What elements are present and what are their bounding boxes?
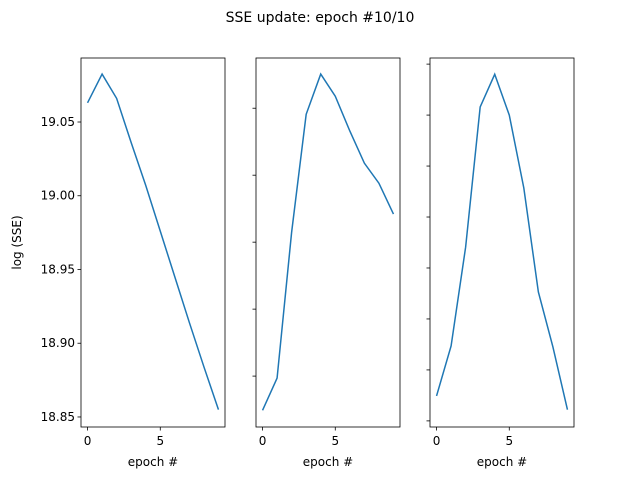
figure-title: SSE update: epoch #10/10 bbox=[226, 10, 415, 26]
line-series bbox=[261, 72, 395, 411]
x-tick-label: 0 bbox=[433, 434, 441, 448]
x-tick-label: 5 bbox=[331, 434, 339, 448]
y-tick-label: 19.05 bbox=[41, 115, 75, 129]
plot-frame bbox=[80, 57, 226, 428]
x-tick-label: 0 bbox=[259, 434, 267, 448]
y-tick-label: 18.85 bbox=[41, 410, 75, 424]
plot-frame bbox=[429, 57, 575, 428]
y-tick-label: 18.95 bbox=[41, 262, 75, 276]
x-axis-label: epoch # bbox=[477, 455, 527, 469]
x-axis-label: epoch # bbox=[303, 455, 353, 469]
y-axis-label: log (SSE) bbox=[10, 215, 24, 269]
y-tick-label: 19.00 bbox=[41, 189, 75, 203]
x-axis-label: epoch # bbox=[128, 455, 178, 469]
line-series bbox=[86, 72, 220, 410]
line-series bbox=[435, 72, 569, 410]
y-tick-label: 18.90 bbox=[41, 336, 75, 350]
x-tick-label: 0 bbox=[84, 434, 92, 448]
x-tick-label: 5 bbox=[156, 434, 164, 448]
x-tick-label: 5 bbox=[505, 434, 513, 448]
